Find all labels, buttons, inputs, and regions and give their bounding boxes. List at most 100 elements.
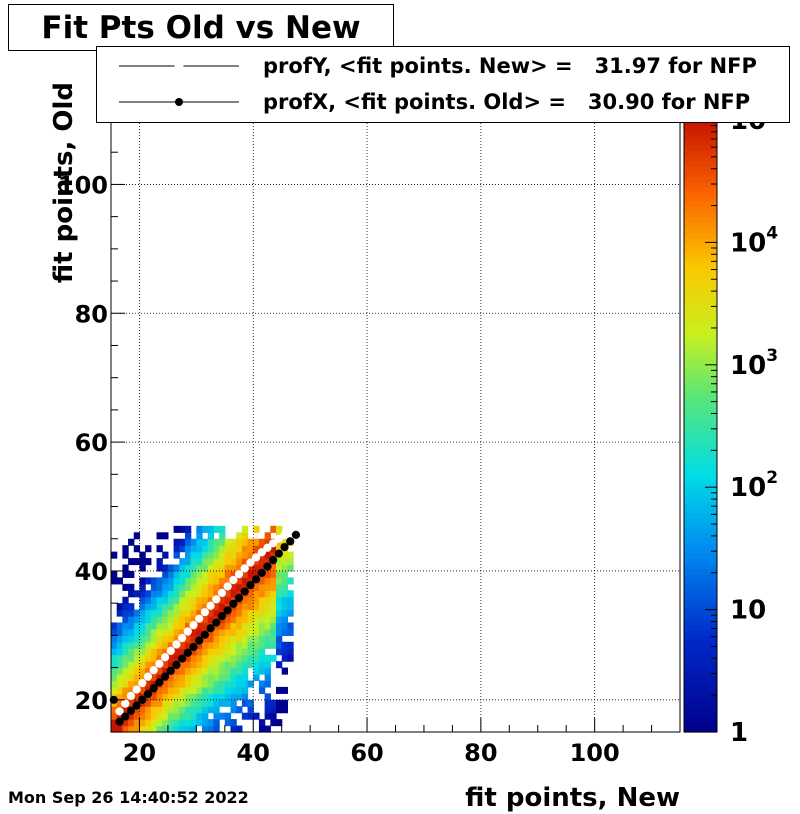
heatmap-cell	[145, 616, 152, 624]
heatmap-cell	[150, 622, 158, 630]
colorbar-band	[684, 410, 717, 417]
colorbar-band	[684, 528, 717, 534]
heatmap-cell	[184, 525, 192, 533]
x-tick-label: 60	[350, 739, 383, 767]
heatmap-cell	[156, 674, 163, 682]
heatmap-cell	[162, 532, 169, 540]
heatmap-cell	[196, 596, 203, 604]
heatmap-cell	[196, 564, 203, 572]
heatmap-cell	[236, 680, 243, 688]
heatmap-cell	[167, 603, 175, 611]
heatmap-cell	[116, 661, 123, 669]
colorbar-band	[684, 313, 717, 320]
heatmap-cell	[145, 603, 152, 611]
heatmap-cell	[241, 712, 249, 720]
heatmap-cell	[167, 609, 175, 617]
heatmap-cell	[145, 635, 152, 643]
heatmap-cell	[219, 538, 226, 546]
heatmap-cell	[202, 725, 209, 733]
heatmap-cell	[150, 635, 158, 643]
colorbar-band	[684, 604, 717, 611]
data-point	[223, 606, 232, 615]
colorbar-band	[684, 160, 717, 167]
heatmap-cell	[145, 667, 152, 675]
heatmap-cell	[202, 641, 209, 649]
heatmap-cell	[264, 558, 271, 566]
heatmap-cell	[230, 622, 237, 630]
colorbar-band	[684, 349, 717, 356]
heatmap-cell	[230, 661, 237, 669]
heatmap-cell	[150, 648, 158, 656]
heatmap-cell	[224, 596, 232, 604]
heatmap-cell	[253, 538, 260, 546]
colorbar-band	[684, 298, 717, 305]
chart-title-text: Fit Pts Old vs New	[41, 9, 361, 46]
heatmap-cell	[281, 699, 288, 707]
y-tick-label: 80	[75, 300, 108, 328]
heatmap-cell	[139, 558, 146, 566]
heatmap-cell	[190, 538, 197, 546]
heatmap-cell	[230, 583, 237, 591]
heatmap-cell	[207, 570, 215, 578]
heatmap-cell	[287, 628, 294, 636]
data-point	[178, 633, 187, 643]
colorbar-band	[684, 696, 717, 702]
colorbar-label: 10	[730, 596, 766, 626]
heatmap-cell	[236, 661, 243, 669]
heatmap-cell	[258, 609, 266, 617]
legend-label-profy: profY, <fit points. New> = 31.97 for NFP	[263, 54, 757, 78]
heatmap-cell	[241, 596, 249, 604]
heatmap-cell	[128, 699, 135, 707]
data-point	[149, 684, 158, 693]
data-point	[257, 568, 266, 577]
colorbar-band	[684, 283, 717, 289]
heatmap-cell	[264, 654, 271, 662]
heatmap-cell	[190, 551, 197, 559]
heatmap-cell	[156, 558, 163, 566]
heatmap-cell	[145, 654, 152, 662]
heatmap-cell	[173, 583, 180, 591]
heatmap-cell	[230, 648, 237, 656]
heatmap-cell	[236, 628, 243, 636]
data-point	[269, 555, 278, 565]
data-point	[246, 558, 255, 567]
heatmap-cell	[236, 706, 243, 714]
heatmap-cell	[139, 603, 146, 611]
heatmap-cell	[179, 596, 186, 604]
heatmap-cell	[167, 564, 175, 572]
heatmap-cell	[276, 525, 283, 533]
heatmap-cell	[207, 706, 215, 714]
heatmap-cell	[258, 596, 266, 604]
heatmap-cell	[224, 680, 232, 688]
colorbar-label: 103	[730, 346, 778, 381]
heatmap-cell	[122, 564, 129, 572]
heatmap-cell	[162, 551, 169, 559]
heatmap-cell	[213, 674, 220, 682]
heatmap-cell	[270, 583, 277, 591]
heatmap-cell	[184, 538, 192, 546]
data-point	[172, 640, 181, 649]
heatmap-cell	[111, 654, 118, 662]
heatmap-cell	[247, 577, 254, 585]
colorbar-band	[684, 553, 717, 560]
data-point	[200, 630, 209, 639]
heatmap-cell	[224, 699, 232, 707]
colorbar-band	[684, 135, 717, 141]
heatmap-cell	[202, 590, 209, 598]
heatmap-cell	[219, 661, 226, 669]
colorbar-band	[684, 477, 717, 483]
heatmap-cell	[128, 590, 135, 598]
heatmap-cell	[207, 525, 215, 533]
colorbar-band	[684, 619, 717, 626]
legend-entry-profx: profX, <fit points. Old> = 30.90 for NFP	[97, 87, 789, 117]
heatmap-cell	[133, 648, 141, 656]
heatmap-cell	[128, 603, 135, 611]
colorbar-band	[684, 716, 717, 723]
heatmap-cell	[145, 706, 152, 714]
colorbar-band	[684, 375, 717, 381]
colorbar-band	[684, 507, 717, 514]
colorbar-band	[684, 517, 717, 524]
heatmap-cell	[167, 699, 175, 707]
heatmap-cell	[236, 648, 243, 656]
heatmap-cell	[150, 641, 158, 649]
